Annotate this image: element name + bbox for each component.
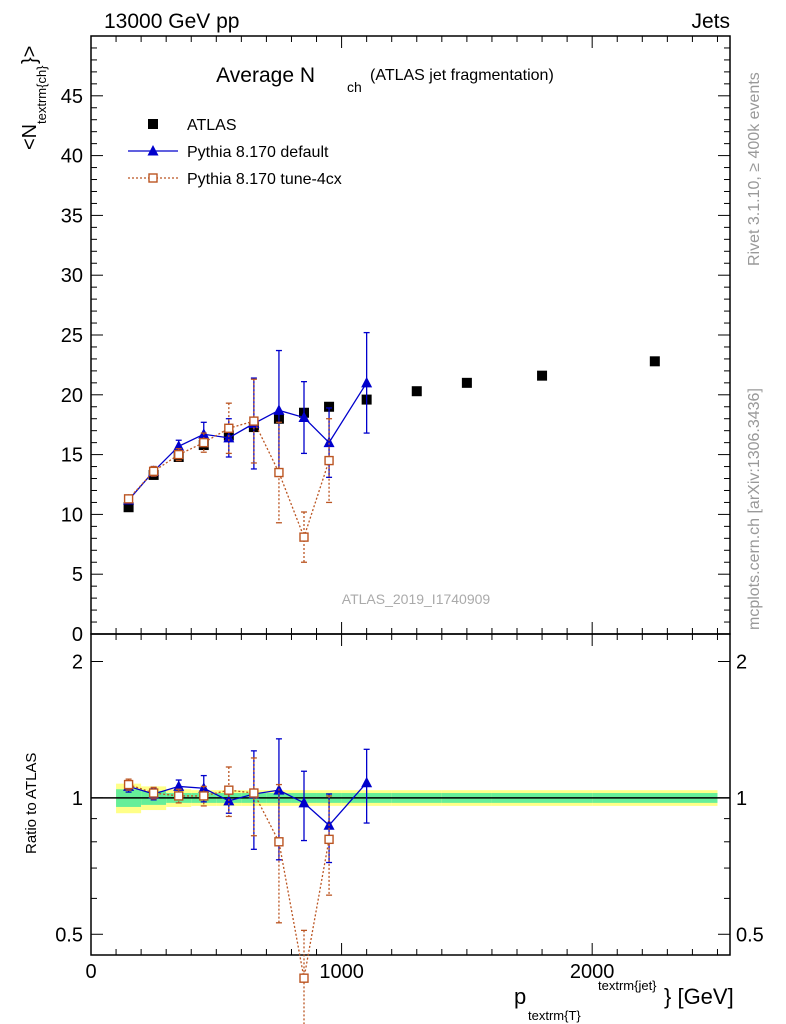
main-data-point bbox=[461, 377, 472, 388]
ratio-y-tick-label-right: 1 bbox=[736, 788, 747, 810]
ratio-errorbar bbox=[275, 783, 282, 924]
ratio-data-point bbox=[324, 834, 334, 845]
main-data-point bbox=[324, 401, 335, 412]
y-tick-label: 40 bbox=[61, 146, 83, 168]
main-data-point bbox=[148, 466, 159, 477]
main-panel: 0 5 10 15 20 25 30 35 40 45 bbox=[61, 35, 731, 646]
y-tick-label: 45 bbox=[61, 86, 83, 108]
main-data-point bbox=[174, 449, 184, 460]
y-tick-label: 20 bbox=[61, 385, 83, 407]
legend-label: ATLAS bbox=[187, 117, 237, 134]
ratio-errorbar bbox=[175, 788, 182, 804]
main-data-point bbox=[123, 494, 134, 504]
xlabel-end: } [GeV] bbox=[664, 984, 734, 1009]
main-data-point bbox=[411, 386, 422, 397]
ratio-data-point bbox=[174, 791, 184, 801]
main-data-point bbox=[298, 411, 310, 423]
legend-label: Pythia 8.170 tune-4cx bbox=[187, 171, 342, 188]
ratio-data-point bbox=[299, 973, 309, 983]
x-axis-label: p textrm{T} textrm{jet} } [GeV] bbox=[514, 978, 734, 1023]
x-tick-label: 0 bbox=[85, 961, 96, 983]
header-right: Jets bbox=[691, 10, 730, 33]
main-data-point bbox=[273, 404, 285, 415]
chart-title-extra: (ATLAS jet fragmentation) bbox=[370, 67, 554, 84]
y-tick-label: 25 bbox=[61, 325, 83, 347]
ratio-y-tick-label-right: 0.5 bbox=[736, 924, 764, 946]
y-tick-label: 35 bbox=[61, 205, 83, 227]
ratio-data-point bbox=[148, 788, 159, 798]
legend-label: Pythia 8.170 default bbox=[187, 144, 329, 161]
main-data-point bbox=[249, 416, 259, 426]
header-left: 13000 GeV pp bbox=[104, 10, 239, 33]
ratio-y-tick-label: 2 bbox=[72, 651, 83, 673]
analysis-watermark: ATLAS_2019_I1740909 bbox=[342, 591, 491, 607]
main-data-point bbox=[323, 436, 335, 448]
main-data-point bbox=[537, 370, 548, 381]
y-tick-label: 10 bbox=[61, 504, 83, 526]
legend-entry-0: ATLAS bbox=[148, 117, 237, 134]
main-data-point bbox=[299, 532, 309, 542]
ratio-data-point bbox=[224, 785, 234, 795]
ratio-y-tick-label-right: 2 bbox=[736, 651, 747, 673]
ratio-series-line-0 bbox=[128, 782, 368, 827]
main-ylabel-sub: textrm{ch} bbox=[34, 65, 49, 124]
y-tick-label: 15 bbox=[61, 445, 83, 467]
legend-marker bbox=[148, 119, 158, 129]
ratio-data-point bbox=[123, 779, 134, 790]
xlabel: p bbox=[514, 984, 526, 1009]
legend: ATLAS Pythia 8.170 default Pythia 8.170 tu… bbox=[128, 117, 342, 188]
x-tick-label: 2000 bbox=[570, 961, 615, 983]
ratio-errorbar bbox=[326, 795, 333, 896]
main-series-line-1 bbox=[128, 382, 368, 501]
mcplots-label: mcplots.cern.ch [arXiv:1306.3436] bbox=[746, 388, 763, 630]
rivet-version-label: Rivet 3.1.10, ≥ 400k events bbox=[746, 72, 763, 266]
main-data-point bbox=[324, 455, 334, 466]
ratio-data-point bbox=[298, 796, 310, 808]
x-tick-label: 1000 bbox=[319, 961, 364, 983]
main-ylabel: <N bbox=[19, 124, 41, 150]
y-tick-label: 0 bbox=[72, 624, 83, 646]
y-tick-label: 30 bbox=[61, 265, 83, 287]
ratio-data-point bbox=[361, 776, 373, 788]
legend-marker bbox=[147, 145, 159, 156]
main-series-line-2 bbox=[128, 420, 330, 540]
chart-title: Average N bbox=[216, 64, 315, 87]
main-data-point bbox=[649, 356, 660, 367]
legend-entry-1: Pythia 8.170 default bbox=[128, 144, 329, 161]
ratio-series-1 bbox=[123, 757, 334, 1024]
main-data-point bbox=[224, 423, 234, 433]
main-series-2 bbox=[123, 378, 334, 563]
ratio-frame bbox=[90, 633, 731, 956]
ratio-data-point bbox=[199, 791, 209, 801]
ratio-y-tick-label: 1 bbox=[72, 788, 83, 810]
ratio-y-tick-label: 0.5 bbox=[55, 924, 83, 946]
main-data-point bbox=[123, 502, 134, 513]
legend-entry-2: Pythia 8.170 tune-4cx bbox=[128, 171, 342, 188]
legend-marker bbox=[148, 173, 158, 183]
y-tick-label: 5 bbox=[72, 564, 83, 586]
ratio-errorbar bbox=[250, 757, 257, 837]
main-series-1 bbox=[123, 331, 373, 505]
ratio-data-point bbox=[274, 837, 284, 847]
ratio-ylabel: Ratio to ATLAS bbox=[23, 753, 40, 854]
ratio-data-point bbox=[249, 788, 259, 798]
main-data-point bbox=[199, 437, 209, 448]
main-data-point bbox=[274, 467, 284, 478]
main-errorbar bbox=[275, 421, 282, 524]
main-y-axis-label: <N textrm{ch} }> bbox=[19, 46, 49, 150]
ratio-panel: 0 1000 2000 0.5 0.5 1 1 2 2 bbox=[55, 633, 764, 1024]
main-data-point bbox=[361, 376, 373, 388]
xlabel-sub: textrm{T} bbox=[528, 1008, 581, 1023]
ratio-errorbar bbox=[301, 929, 307, 1024]
main-ylabel-end: }> bbox=[19, 46, 41, 64]
xlabel-sup: textrm{jet} bbox=[598, 978, 657, 993]
chart-title-sub: ch bbox=[347, 79, 362, 95]
ratio-data-point bbox=[173, 780, 185, 791]
